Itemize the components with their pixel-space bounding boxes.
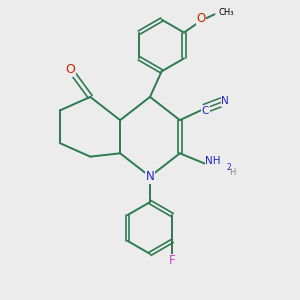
Text: NH: NH <box>205 156 221 166</box>
Text: O: O <box>65 63 75 76</box>
Text: F: F <box>169 254 176 267</box>
Text: H: H <box>229 168 235 177</box>
Text: O: O <box>197 12 206 25</box>
Text: CH₃: CH₃ <box>218 8 234 17</box>
Text: N: N <box>221 96 229 106</box>
Text: N: N <box>146 170 154 183</box>
Text: 2: 2 <box>226 163 231 172</box>
Text: C: C <box>202 106 209 116</box>
